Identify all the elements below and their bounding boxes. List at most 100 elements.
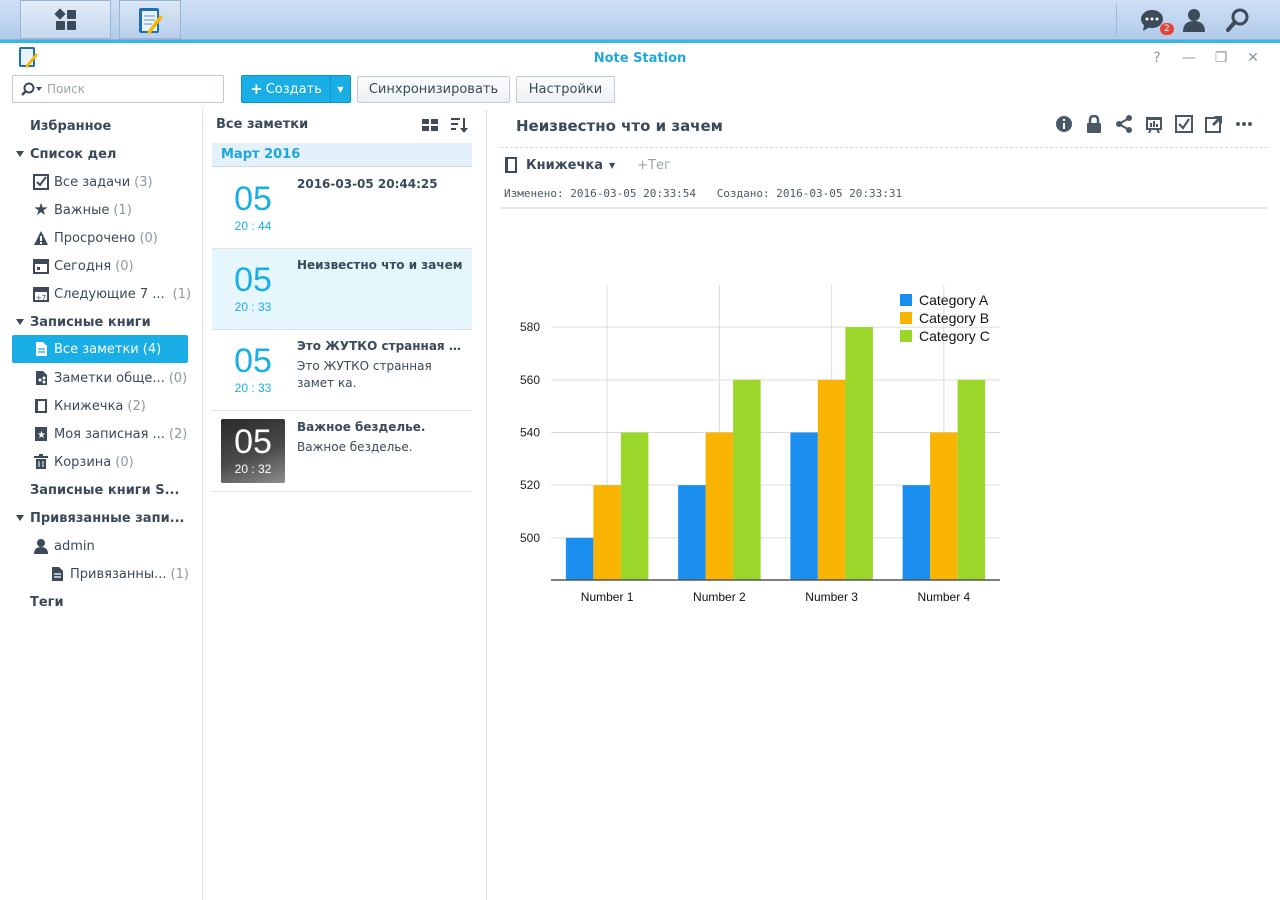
bar: [817, 379, 846, 580]
close-button[interactable]: ✕: [1244, 49, 1262, 67]
trash-icon: [30, 454, 52, 470]
note-title: 2016-03-05 20:44:25: [297, 177, 438, 191]
share-button[interactable]: [1113, 114, 1135, 134]
chevron-down-icon[interactable]: ▼: [609, 160, 616, 170]
presentation-button[interactable]: [1143, 114, 1165, 134]
info-button[interactable]: [1053, 114, 1075, 134]
sidebar-todo-header[interactable]: Список дел: [16, 140, 116, 168]
search-options-icon[interactable]: [21, 82, 43, 96]
sidebar-favorites[interactable]: Избранное: [30, 112, 111, 140]
sidebar-item-important[interactable]: ★ Важные (1): [30, 196, 131, 224]
search-input[interactable]: [47, 82, 207, 96]
sidebar-item-admin[interactable]: admin: [30, 532, 95, 560]
sidebar-item-my-notebook[interactable]: ★ Моя записная ... (2): [30, 420, 187, 448]
sidebar-item-count: (4): [142, 341, 162, 357]
minimize-icon: —: [1182, 50, 1196, 66]
window-titlebar[interactable]: [0, 43, 1280, 73]
sidebar-notebooks-header[interactable]: Записные книги: [16, 308, 151, 336]
expand-triangle-icon[interactable]: [16, 515, 24, 521]
notifications-button[interactable]: 2: [1130, 0, 1174, 40]
expand-triangle-icon[interactable]: [16, 151, 24, 157]
close-icon: ✕: [1247, 50, 1259, 66]
create-button[interactable]: + Создать ▼: [241, 75, 351, 103]
help-button[interactable]: ?: [1148, 49, 1166, 67]
sidebar-tags[interactable]: Теги: [30, 588, 64, 616]
info-icon: [1056, 116, 1072, 132]
sidebar-item-label: Заметки обще...: [54, 370, 165, 386]
y-tick-label: 520: [520, 478, 540, 492]
sidebar-item-next-7-days[interactable]: +7 Следующие 7 ... (1): [30, 280, 191, 308]
sidebar-item-count: (3): [134, 174, 153, 190]
help-icon: ?: [1153, 50, 1161, 66]
add-tag-button[interactable]: +Тег: [637, 157, 671, 173]
sidebar-item-count: (0): [115, 258, 134, 274]
sidebar-item-today[interactable]: Сегодня (0): [30, 252, 134, 280]
legend-swatch: [900, 312, 912, 324]
lock-button[interactable]: [1083, 114, 1105, 134]
sidebar-linked-header-label: Привязанные запи...: [30, 510, 185, 526]
share-icon: [1116, 115, 1132, 133]
note-item[interactable]: 05 20 : 44 2016-03-05 20:44:25: [212, 168, 472, 249]
search-box[interactable]: [12, 75, 224, 103]
create-dropdown-button[interactable]: ▼: [330, 76, 350, 102]
main-menu-button[interactable]: [20, 0, 111, 39]
sidebar-shared-notebooks-label: Записные книги S...: [30, 482, 180, 498]
user-button[interactable]: [1172, 0, 1216, 40]
note-day: 05: [234, 423, 272, 461]
bar: [790, 432, 818, 580]
sidebar-item-overdue[interactable]: Просрочено (0): [30, 224, 158, 252]
notebook-selector-row: Книжечка ▼ +Тег: [504, 157, 671, 173]
starred-notebook-icon: ★: [30, 426, 52, 442]
note-item[interactable]: 05 20 : 33 Это ЖУТКО странная з... Это Ж…: [212, 330, 472, 411]
sidebar-todo-header-label: Список дел: [30, 146, 117, 162]
todo-button[interactable]: [1173, 114, 1195, 134]
x-tick-label: Number 1: [581, 590, 634, 604]
y-tick-label: 560: [520, 373, 540, 387]
open-external-button[interactable]: [1203, 114, 1225, 134]
note-list-panel: [204, 110, 487, 900]
sidebar-shared-notebooks-header[interactable]: Записные книги S...: [30, 476, 179, 504]
bar: [733, 379, 761, 580]
notebook-icon: [505, 157, 517, 173]
sidebar-item-trash[interactable]: Корзина (0): [30, 448, 134, 476]
sidebar-item-label: Важные: [54, 202, 110, 218]
taskbar-separator: [1116, 4, 1117, 36]
sidebar-item-count: (0): [115, 454, 134, 470]
legend-label: Category B: [919, 310, 989, 326]
sidebar-item-count: (1): [170, 566, 189, 582]
sidebar-item-label: Корзина: [54, 454, 112, 470]
bar: [678, 485, 706, 580]
note-station-task-button[interactable]: [119, 0, 181, 39]
note-station-window-icon: [19, 47, 38, 68]
sidebar-item-linked-notes[interactable]: Привязанны... (1): [46, 560, 189, 588]
search-widget-button[interactable]: [1216, 0, 1260, 40]
maximize-button[interactable]: ❐: [1212, 49, 1230, 67]
more-button[interactable]: [1233, 114, 1255, 134]
note-station-app-icon: [139, 7, 163, 34]
note-item-selected[interactable]: 05 20 : 33 Неизвестно что и зачем: [212, 249, 472, 330]
sidebar-item-shared-notes[interactable]: Заметки обще... (0): [30, 364, 187, 392]
sort-icon[interactable]: [450, 116, 468, 134]
sidebar-item-all-notes[interactable]: Все заметки (4): [12, 335, 188, 363]
sidebar-item-label: Просрочено: [54, 230, 136, 246]
sidebar-item-count: (2): [168, 426, 188, 442]
create-main-button[interactable]: + Создать: [242, 76, 330, 102]
grid-view-icon[interactable]: [421, 117, 439, 133]
sidebar-item-all-tasks[interactable]: Все задачи (3): [30, 168, 153, 196]
sidebar-item-count: (0): [139, 230, 158, 246]
sidebar-item-notebook[interactable]: Книжечка (2): [30, 392, 146, 420]
sync-button[interactable]: Синхронизировать: [357, 76, 510, 103]
bar: [957, 379, 986, 580]
note-title-heading[interactable]: Неизвестно что и зачем: [516, 117, 723, 135]
notebook-icon: [30, 398, 52, 414]
note-item[interactable]: 05 20 : 32 Важное безделье. Важное безде…: [212, 411, 472, 492]
legend-label: Category A: [919, 292, 989, 308]
legend-swatch: [900, 330, 912, 342]
minimize-button[interactable]: —: [1180, 49, 1198, 67]
settings-button[interactable]: Настройки: [516, 76, 615, 103]
sidebar-linked-header[interactable]: Привязанные запи...: [16, 504, 185, 532]
sidebar-notebooks-header-label: Записные книги: [30, 314, 151, 330]
notebook-selector[interactable]: Книжечка: [526, 157, 603, 173]
expand-triangle-icon[interactable]: [16, 319, 24, 325]
note-time: 20 : 44: [234, 219, 272, 233]
